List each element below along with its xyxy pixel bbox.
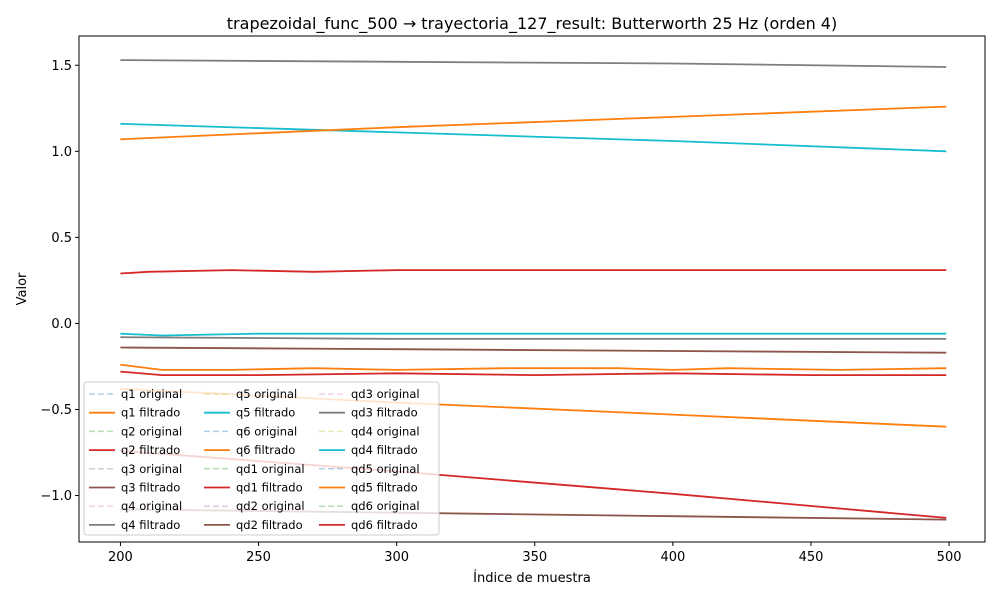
legend-label-q6-filtrado: q6 filtrado	[236, 443, 295, 457]
legend-label-q3-filtrado: q3 filtrado	[121, 481, 180, 495]
legend-label-qd3-filtrado: qd3 filtrado	[351, 406, 418, 420]
legend-label-q1-original: q1 original	[121, 387, 182, 401]
series-line-q5-filtrado	[120, 122, 947, 153]
y-tick-label: 0.5	[51, 231, 72, 246]
legend-label-q3-original: q3 original	[121, 462, 182, 476]
legend-label-q2-original: q2 original	[121, 424, 182, 438]
series-line-q6-filtrado	[120, 105, 947, 141]
x-tick-label: 450	[799, 550, 824, 565]
series-line-q4-filtrado	[120, 59, 947, 68]
x-tick-label: 350	[522, 550, 547, 565]
x-tick-label: 300	[384, 550, 409, 565]
legend-label-qd3-original: qd3 original	[351, 387, 420, 401]
y-tick-label: −1.0	[40, 489, 72, 504]
series-line-q3-filtrado	[120, 346, 947, 354]
legend-box	[83, 381, 440, 536]
y-tick-label: 1.0	[51, 145, 72, 160]
x-axis-label: Índice de muestra	[473, 570, 591, 586]
legend-label-qd4-original: qd4 original	[351, 424, 420, 438]
legend-label-qd1-original: qd1 original	[236, 462, 305, 476]
x-tick-label: 250	[246, 550, 271, 565]
x-tick-label: 500	[937, 550, 962, 565]
series-line-qd5-filtrado	[120, 363, 947, 371]
x-tick-label: 200	[108, 550, 133, 565]
y-tick-label: −0.5	[40, 403, 72, 418]
legend-label-qd5-filtrado: qd5 filtrado	[351, 481, 418, 495]
legend-label-qd6-filtrado: qd6 filtrado	[351, 518, 418, 532]
legend-label-qd2-filtrado: qd2 filtrado	[236, 518, 303, 532]
plot-lines	[120, 59, 947, 521]
legend-label-q5-original: q5 original	[236, 387, 297, 401]
legend-label-q4-original: q4 original	[121, 499, 182, 513]
legend-label-qd1-filtrado: qd1 filtrado	[236, 481, 303, 495]
series-line-qd3-filtrado	[120, 336, 947, 340]
legend-label-q2-filtrado: q2 filtrado	[121, 443, 180, 457]
chart-title: trapezoidal_func_500 → trayectoria_127_r…	[227, 14, 837, 34]
series-line-qd4-filtrado	[120, 332, 947, 337]
x-tick-label: 400	[660, 550, 685, 565]
y-tick-label: 0.0	[51, 317, 72, 332]
x-axis-ticks: 200 250 300 350 400 450 500	[108, 542, 962, 565]
y-axis-ticks: −1.0 −0.5 0.0 0.5 1.0 1.5	[40, 59, 79, 504]
plot-frame	[78, 35, 986, 543]
legend-label-q4-filtrado: q4 filtrado	[121, 518, 180, 532]
legend-label-q5-filtrado: q5 filtrado	[236, 406, 295, 420]
y-axis-label: Valor	[15, 272, 30, 305]
series-line-q2-filtrado	[120, 370, 947, 377]
legend-label-q1-filtrado: q1 filtrado	[121, 406, 180, 420]
legend-label-qd2-original: qd2 original	[236, 499, 305, 513]
legend-label-qd4-filtrado: qd4 filtrado	[351, 443, 418, 457]
legend-label-qd6-original: qd6 original	[351, 499, 420, 513]
legend: q1 original q1 filtrado q2 original q2 filt…	[83, 381, 440, 536]
legend-label-qd5-original: qd5 original	[351, 462, 420, 476]
legend-label-q6-original: q6 original	[236, 424, 297, 438]
series-line-qd1-filtrado	[120, 269, 947, 275]
y-tick-label: 1.5	[51, 59, 72, 74]
